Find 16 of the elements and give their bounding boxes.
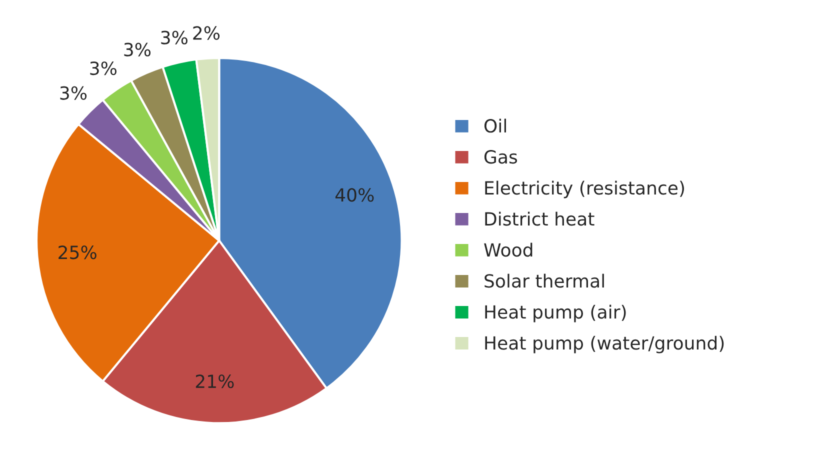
data-label: 2% [193, 26, 220, 40]
data-label: 25% [58, 246, 96, 260]
data-label: 3% [60, 86, 87, 100]
legend-label: Gas [484, 150, 518, 164]
legend-label: District heat [485, 212, 594, 226]
data-label: 3% [161, 30, 188, 44]
legend-label: Wood [484, 242, 532, 257]
legend-label: Electricity (resistance) [485, 180, 684, 198]
data-label: 40% [335, 188, 374, 202]
legend-label: Solar thermal [484, 274, 604, 288]
legend-label: Heat pump (water/ground) [485, 336, 724, 354]
data-label: 3% [124, 42, 151, 56]
legend-label: Oil [484, 118, 506, 133]
data-label: 21% [196, 374, 234, 388]
legend-label: Heat pump (air) [485, 304, 626, 322]
data-label: 3% [90, 61, 116, 76]
